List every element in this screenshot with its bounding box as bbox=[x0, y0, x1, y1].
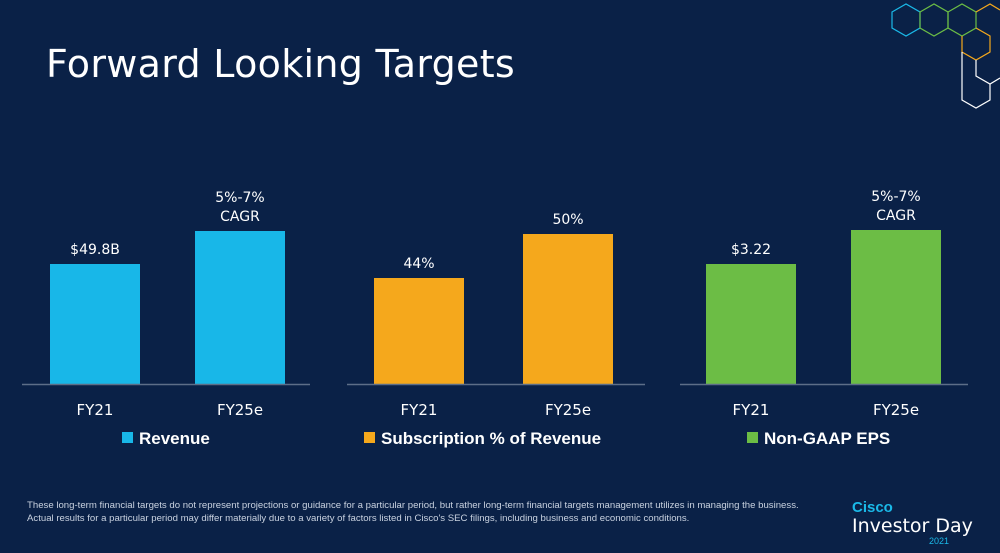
legend-swatch bbox=[122, 432, 133, 443]
tick-label: FY21 bbox=[733, 401, 770, 419]
bar-1-fy25e bbox=[195, 231, 285, 384]
disclaimer-footnote: These long-term financial targets do not… bbox=[27, 500, 799, 524]
tick-label: FY25e bbox=[217, 401, 263, 419]
data-label: 5%-7% bbox=[871, 189, 920, 205]
tick-label: FY21 bbox=[77, 401, 114, 419]
bar-3-fy25e bbox=[851, 230, 941, 384]
legend-swatch bbox=[747, 432, 758, 443]
bar-1-fy21 bbox=[50, 264, 140, 384]
brand-company: Cisco bbox=[852, 499, 893, 516]
tick-label: FY21 bbox=[401, 401, 438, 419]
data-label: 5%-7% bbox=[215, 190, 264, 206]
bar-2-fy25e bbox=[523, 234, 613, 384]
legend-label: Subscription % of Revenue bbox=[381, 429, 601, 448]
data-label: 44% bbox=[403, 256, 434, 272]
tick-label: FY25e bbox=[873, 401, 919, 419]
legend-label: Non-GAAP EPS bbox=[764, 429, 890, 448]
legend-swatch bbox=[364, 432, 375, 443]
data-label: CAGR bbox=[876, 208, 916, 224]
page-title: Forward Looking Targets bbox=[46, 42, 516, 86]
data-label: $49.8B bbox=[70, 242, 120, 258]
brand-year: 2021 bbox=[929, 536, 950, 546]
tick-label: FY25e bbox=[545, 401, 591, 419]
data-label: CAGR bbox=[220, 209, 260, 225]
hexagon-cube-decoration bbox=[891, 3, 1000, 109]
bar-2-fy21 bbox=[374, 278, 464, 384]
data-label: $3.22 bbox=[731, 242, 771, 258]
legend-label: Revenue bbox=[139, 429, 210, 448]
bar-3-fy21 bbox=[706, 264, 796, 384]
brand-logo: Cisco Investor Day 2021 bbox=[852, 499, 992, 547]
data-label: 50% bbox=[552, 212, 583, 228]
brand-event: Investor Day bbox=[852, 515, 973, 537]
